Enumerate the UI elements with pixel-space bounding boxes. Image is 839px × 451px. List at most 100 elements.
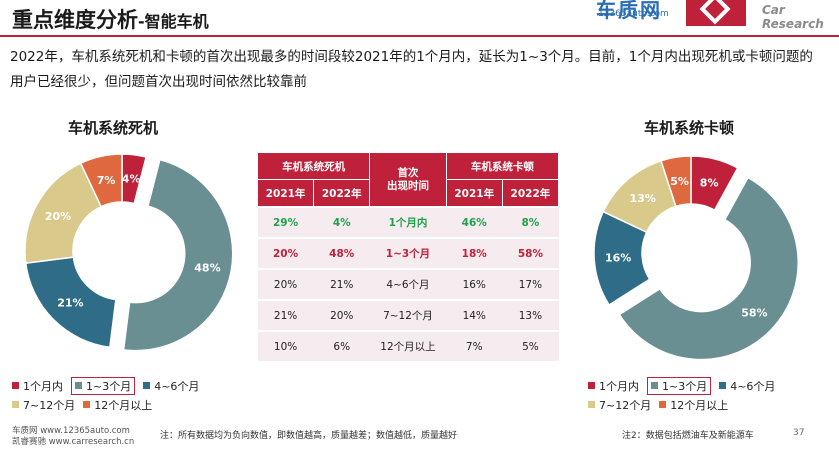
table-header-crash: 车机系统死机 <box>256 152 371 180</box>
table-row: 10% 6% 12个月以上 7% 5% <box>257 330 559 363</box>
legend-swatch <box>659 401 667 408</box>
table-cell-crash-2021: 10% <box>257 330 314 363</box>
legend-label: 4~6个月 <box>730 379 776 393</box>
table-cell-lag-2022: 13% <box>502 299 559 332</box>
table-cell-crash-2022: 21% <box>313 268 370 301</box>
legend-item: 1个月内 <box>12 378 63 394</box>
table-year-header: 2021年 <box>445 179 503 208</box>
legend-item: 4~6个月 <box>143 378 199 394</box>
legend-swatch <box>12 382 19 389</box>
table-cell-crash-2021: 21% <box>257 299 314 332</box>
legend-lag: 1个月内 1~3个月 4~6个月 7~12个月 12个月以上 <box>588 376 783 414</box>
table-cell-lag-2022: 8% <box>502 206 559 239</box>
table-cell-period: 7~12个月 <box>369 299 447 332</box>
logo-chezhiwang: 车质网 <box>596 0 662 22</box>
table-cell-lag-2022: 5% <box>502 330 559 363</box>
legend-swatch <box>83 401 91 408</box>
table-row: 20% 48% 1~3个月 18% 58% <box>257 237 559 270</box>
title-main: 重点维度分析 <box>12 8 138 32</box>
legend-label: 1个月内 <box>23 379 63 393</box>
legend-item: 4~6个月 <box>719 378 775 394</box>
pie-label-4: 13% <box>630 192 656 205</box>
table-cell-lag-2021: 46% <box>446 206 503 239</box>
legend-crash: 1个月内 1~3个月 4~6个月 7~12个月 12个月以上 <box>12 376 207 414</box>
pie-label-3: 16% <box>605 252 631 265</box>
pie-label-4: 20% <box>45 210 71 223</box>
footer-source: 车质网 www.12365auto.com 凯睿赛驰 www.carresear… <box>12 426 134 448</box>
footer-note1: 注：所有数据均为负向数值，即数值越高，质量越差；数值越低，质量越好 <box>160 431 458 441</box>
legend-swatch <box>143 382 151 389</box>
chart-title-crash: 车机系统死机 <box>68 119 159 137</box>
legend-item: 1~3个月 <box>71 376 136 395</box>
table-cell-crash-2022: 6% <box>313 330 370 363</box>
pie-slice-5 <box>79 153 123 208</box>
footer-source-line1: 车质网 www.12365auto.com <box>12 426 130 436</box>
pie-label-2: 48% <box>194 261 220 274</box>
table-year-header: 2022年 <box>313 179 371 208</box>
table-row: 29% 4% 1个月内 46% 8% <box>257 206 559 239</box>
table-row: 20% 21% 4~6个月 16% 17% <box>257 268 559 301</box>
legend-swatch <box>588 382 595 389</box>
pie-chart-crash: 4% 48% 21% 20% 7% <box>24 153 234 352</box>
legend-item: 7~12个月 <box>588 397 651 413</box>
pie-slice-2 <box>618 176 799 361</box>
legend-label: 12个月以上 <box>94 398 153 412</box>
pie-label-5: 5% <box>670 175 689 188</box>
chart-title-lag: 车机系统卡顿 <box>644 119 735 137</box>
table-cell-lag-2021: 16% <box>446 268 503 301</box>
page-title: 重点维度分析-智能车机 <box>12 4 209 34</box>
pie-label-2: 58% <box>741 307 767 320</box>
pie-slice-5 <box>660 155 692 208</box>
title-sub: -智能车机 <box>138 12 209 31</box>
table-cell-crash-2022: 20% <box>313 299 370 332</box>
legend-swatch <box>12 401 19 408</box>
table-cell-crash-2021: 29% <box>257 206 314 239</box>
legend-swatch <box>75 382 82 389</box>
logo-url: 12365auto.com <box>598 9 669 19</box>
footer-source-line2: 凯睿赛驰 www.carresearch.cn <box>12 437 135 447</box>
legend-swatch <box>651 382 658 389</box>
legend-label: 4~6个月 <box>154 379 200 393</box>
pie-slice-1 <box>121 153 148 205</box>
legend-label: 7~12个月 <box>599 398 652 412</box>
footer-note2: 注2：数据包括燃油车及新能源车 <box>622 431 754 441</box>
legend-item: 12个月以上 <box>659 397 728 413</box>
table-row: 21% 20% 7~12个月 14% 13% <box>257 299 559 332</box>
legend-label: 1个月内 <box>599 379 639 393</box>
legend-item: 7~12个月 <box>12 397 75 413</box>
table-cell-lag-2021: 7% <box>446 330 503 363</box>
table-cell-crash-2021: 20% <box>257 237 314 270</box>
logo-carresearch-mark <box>686 0 746 26</box>
legend-item: 1~3个月 <box>647 376 712 395</box>
table-header-lag: 车机系统卡顿 <box>445 152 560 180</box>
page-number: 37 <box>793 428 805 438</box>
legend-item: 12个月以上 <box>83 397 152 413</box>
legend-swatch <box>588 401 595 408</box>
legend-label: 1~3个月 <box>86 379 132 393</box>
header-divider <box>0 35 839 37</box>
pie-chart-lag: 8% 58% 16% 13% 5% <box>593 155 799 361</box>
logo-car-research: Car Research <box>762 3 824 31</box>
pie-slice-1 <box>690 155 739 212</box>
table-cell-period: 1~3个月 <box>369 237 447 270</box>
legend-swatch <box>719 382 727 389</box>
table-cell-lag-2022: 17% <box>502 268 559 301</box>
legend-label: 1~3个月 <box>662 379 708 393</box>
table-cell-crash-2021: 20% <box>257 268 314 301</box>
table-cell-period: 12个月以上 <box>369 330 447 363</box>
description-text: 2022年，车机系统死机和卡顿的首次出现最多的时间段较2021年的1个月内，延长… <box>10 49 813 90</box>
table-year-header: 2021年 <box>256 179 315 208</box>
table-cell-lag-2021: 14% <box>446 299 503 332</box>
pie-label-5: 7% <box>97 174 116 187</box>
pie-label-1: 4% <box>122 173 141 186</box>
pie-label-3: 21% <box>57 297 83 310</box>
legend-label: 7~12个月 <box>23 398 76 412</box>
legend-label: 12个月以上 <box>670 398 729 412</box>
table-cell-lag-2022: 58% <box>502 237 559 270</box>
table-cell-period: 4~6个月 <box>369 268 447 301</box>
table-cell-crash-2022: 48% <box>313 237 370 270</box>
table-year-header: 2022年 <box>501 179 560 208</box>
legend-item: 1个月内 <box>588 378 639 394</box>
comparison-table: 车机系统死机 首次 出现时间 车机系统卡顿 2021年 2022年 2021年 … <box>256 152 560 363</box>
table-cell-crash-2022: 4% <box>313 206 370 239</box>
